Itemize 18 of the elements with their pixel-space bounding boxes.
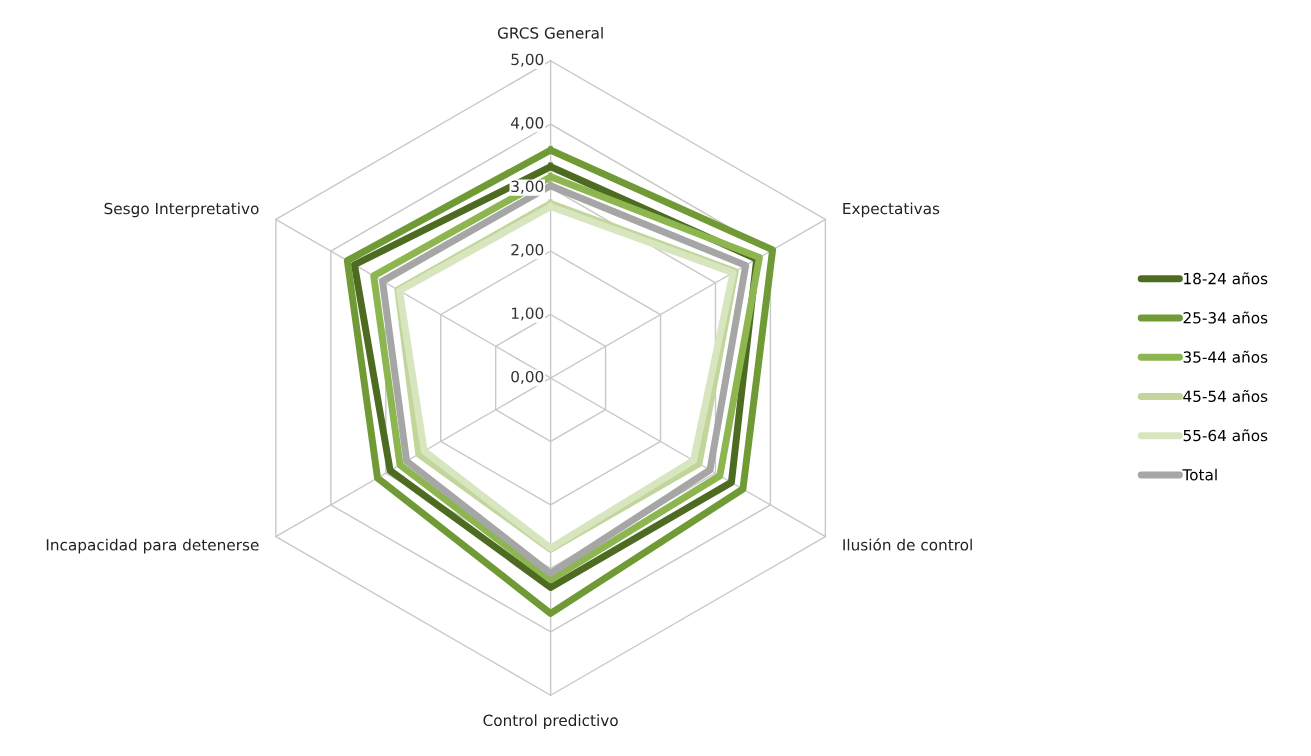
spoke-label: Expectativas [843,202,940,218]
y-tick-label: 0,00 [511,370,544,384]
y-tick-label: 4,00 [511,117,544,131]
y-tick-label: 1,00 [511,307,544,321]
legend-label: 25-34 años [1183,311,1268,324]
legend-label: 35-44 años [1183,350,1268,363]
legend-label: 18-24 años [1184,272,1268,285]
legend-label: 45-54 años [1183,389,1268,403]
spoke-label: Sesgo Interpretativo [104,202,259,218]
legend-label: 55-64 años [1183,429,1268,442]
spoke-label: Ilusión de control [843,538,972,551]
y-tick-label: 2,00 [511,243,544,258]
legend-label: Total [1182,468,1217,481]
y-tick-label: 5,00 [511,53,544,67]
spoke-label: Incapacidad para detenerse [46,538,259,554]
spoke-label: GRCS General [497,26,603,39]
y-tick-label: 3,00 [511,180,544,194]
spoke-label: Control predictivo [483,714,618,730]
